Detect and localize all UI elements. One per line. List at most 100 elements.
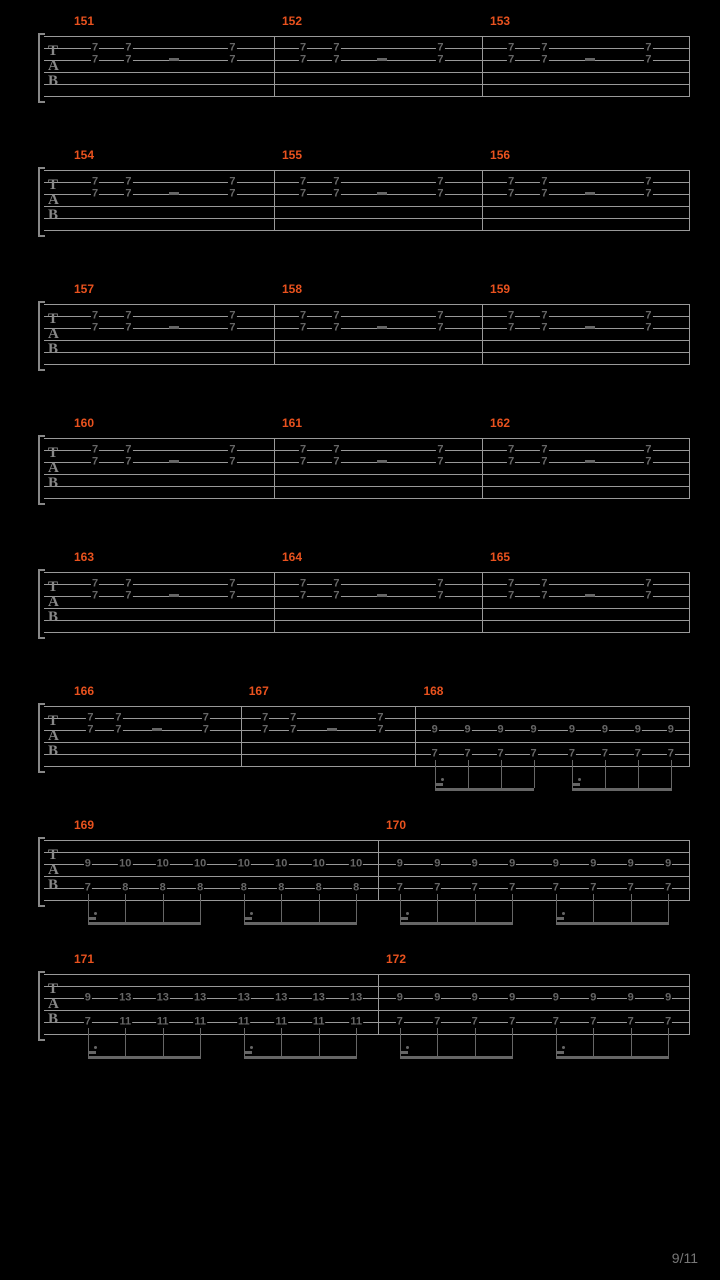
- rhythm-dot: [562, 1046, 565, 1049]
- measure-number: 166: [74, 684, 94, 698]
- rest: [169, 460, 179, 463]
- fret-number: 7: [228, 591, 236, 602]
- fret-number: 7: [464, 749, 472, 760]
- barline: [378, 840, 379, 900]
- rest: [377, 594, 387, 597]
- tab-staff: TAB157777777158777777159777777: [44, 304, 690, 364]
- fret-number: 7: [91, 43, 99, 54]
- fret-number: 7: [507, 457, 515, 468]
- string-line: [44, 730, 690, 731]
- measure-number: 161: [282, 416, 302, 430]
- fret-number: 10: [274, 859, 288, 870]
- fret-number: 7: [634, 749, 642, 760]
- rest: [585, 326, 595, 329]
- string-line: [44, 986, 690, 987]
- fret-number: 7: [436, 43, 444, 54]
- fret-number: 7: [124, 311, 132, 322]
- rhythm-dot: [250, 1046, 253, 1049]
- fret-number: 7: [299, 457, 307, 468]
- fret-number: 7: [496, 749, 504, 760]
- tab-system: TAB151777777152777777153777777: [44, 36, 690, 96]
- fret-number: 7: [540, 457, 548, 468]
- string-line: [44, 620, 690, 621]
- rest: [377, 58, 387, 61]
- barline: [482, 170, 483, 230]
- fret-number: 9: [627, 859, 635, 870]
- fret-number: 7: [396, 883, 404, 894]
- fret-number: 13: [156, 993, 170, 1004]
- fret-number: 9: [552, 859, 560, 870]
- fret-number: 7: [540, 311, 548, 322]
- note-stem: [200, 1028, 201, 1056]
- tab-system: TAB154777777155777777156777777: [44, 170, 690, 230]
- fret-number: 9: [508, 859, 516, 870]
- fret-number: 7: [332, 43, 340, 54]
- system-bracket: [38, 33, 45, 103]
- end-barline: [689, 706, 690, 766]
- fret-number: 7: [202, 713, 210, 724]
- string-line: [44, 36, 690, 37]
- tab-page: 9/11 TAB151777777152777777153777777TAB15…: [0, 0, 720, 1280]
- fret-number: 7: [568, 749, 576, 760]
- note-stem: [163, 1028, 164, 1056]
- fret-number: 7: [228, 457, 236, 468]
- fret-number: 7: [436, 457, 444, 468]
- fret-number: 9: [471, 859, 479, 870]
- tab-system: TAB1719713111311131113111311131113111729…: [44, 974, 690, 1034]
- fret-number: 9: [601, 725, 609, 736]
- string-line: [44, 498, 690, 499]
- fret-number: 7: [124, 323, 132, 334]
- fret-number: 13: [312, 993, 326, 1004]
- string-line: [44, 572, 690, 573]
- note-stem: [593, 894, 594, 922]
- fret-number: 9: [431, 725, 439, 736]
- note-stem: [356, 1028, 357, 1056]
- measure-number: 168: [423, 684, 443, 698]
- fret-number: 10: [156, 859, 170, 870]
- fret-number: 7: [627, 1017, 635, 1028]
- string-line: [44, 632, 690, 633]
- fret-number: 7: [507, 579, 515, 590]
- fret-number: 7: [507, 323, 515, 334]
- fret-number: 7: [299, 55, 307, 66]
- fret-number: 7: [299, 43, 307, 54]
- fret-number: 9: [508, 993, 516, 1004]
- fret-number: 10: [312, 859, 326, 870]
- fret-number: 7: [228, 55, 236, 66]
- rest: [377, 192, 387, 195]
- tab-clef: TAB: [48, 44, 59, 89]
- beam: [400, 1056, 513, 1059]
- fret-number: 7: [644, 43, 652, 54]
- tab-staff: TAB163777777164777777165777777: [44, 572, 690, 632]
- fret-number: 7: [332, 579, 340, 590]
- fret-number: 7: [299, 323, 307, 334]
- barline: [482, 572, 483, 632]
- fret-number: 7: [124, 43, 132, 54]
- measure-number: 156: [490, 148, 510, 162]
- fret-number: 7: [84, 883, 92, 894]
- fret-number: 7: [299, 445, 307, 456]
- fret-number: 7: [91, 177, 99, 188]
- barline: [415, 706, 416, 766]
- beam: [244, 922, 357, 925]
- fret-number: 7: [124, 189, 132, 200]
- fret-number: 7: [228, 189, 236, 200]
- rhythm-dot: [406, 912, 409, 915]
- note-stem: [631, 894, 632, 922]
- beam-secondary: [435, 783, 443, 786]
- rest: [327, 728, 337, 731]
- fret-number: 8: [159, 883, 167, 894]
- tab-clef: TAB: [48, 982, 59, 1027]
- tab-clef: TAB: [48, 446, 59, 491]
- barline: [274, 170, 275, 230]
- rest: [377, 460, 387, 463]
- fret-number: 9: [496, 725, 504, 736]
- fret-number: 10: [349, 859, 363, 870]
- fret-number: 7: [436, 445, 444, 456]
- string-line: [44, 450, 690, 451]
- fret-number: 7: [299, 591, 307, 602]
- rhythm-dot: [250, 912, 253, 915]
- barline: [482, 36, 483, 96]
- rest: [585, 58, 595, 61]
- measure-number: 164: [282, 550, 302, 564]
